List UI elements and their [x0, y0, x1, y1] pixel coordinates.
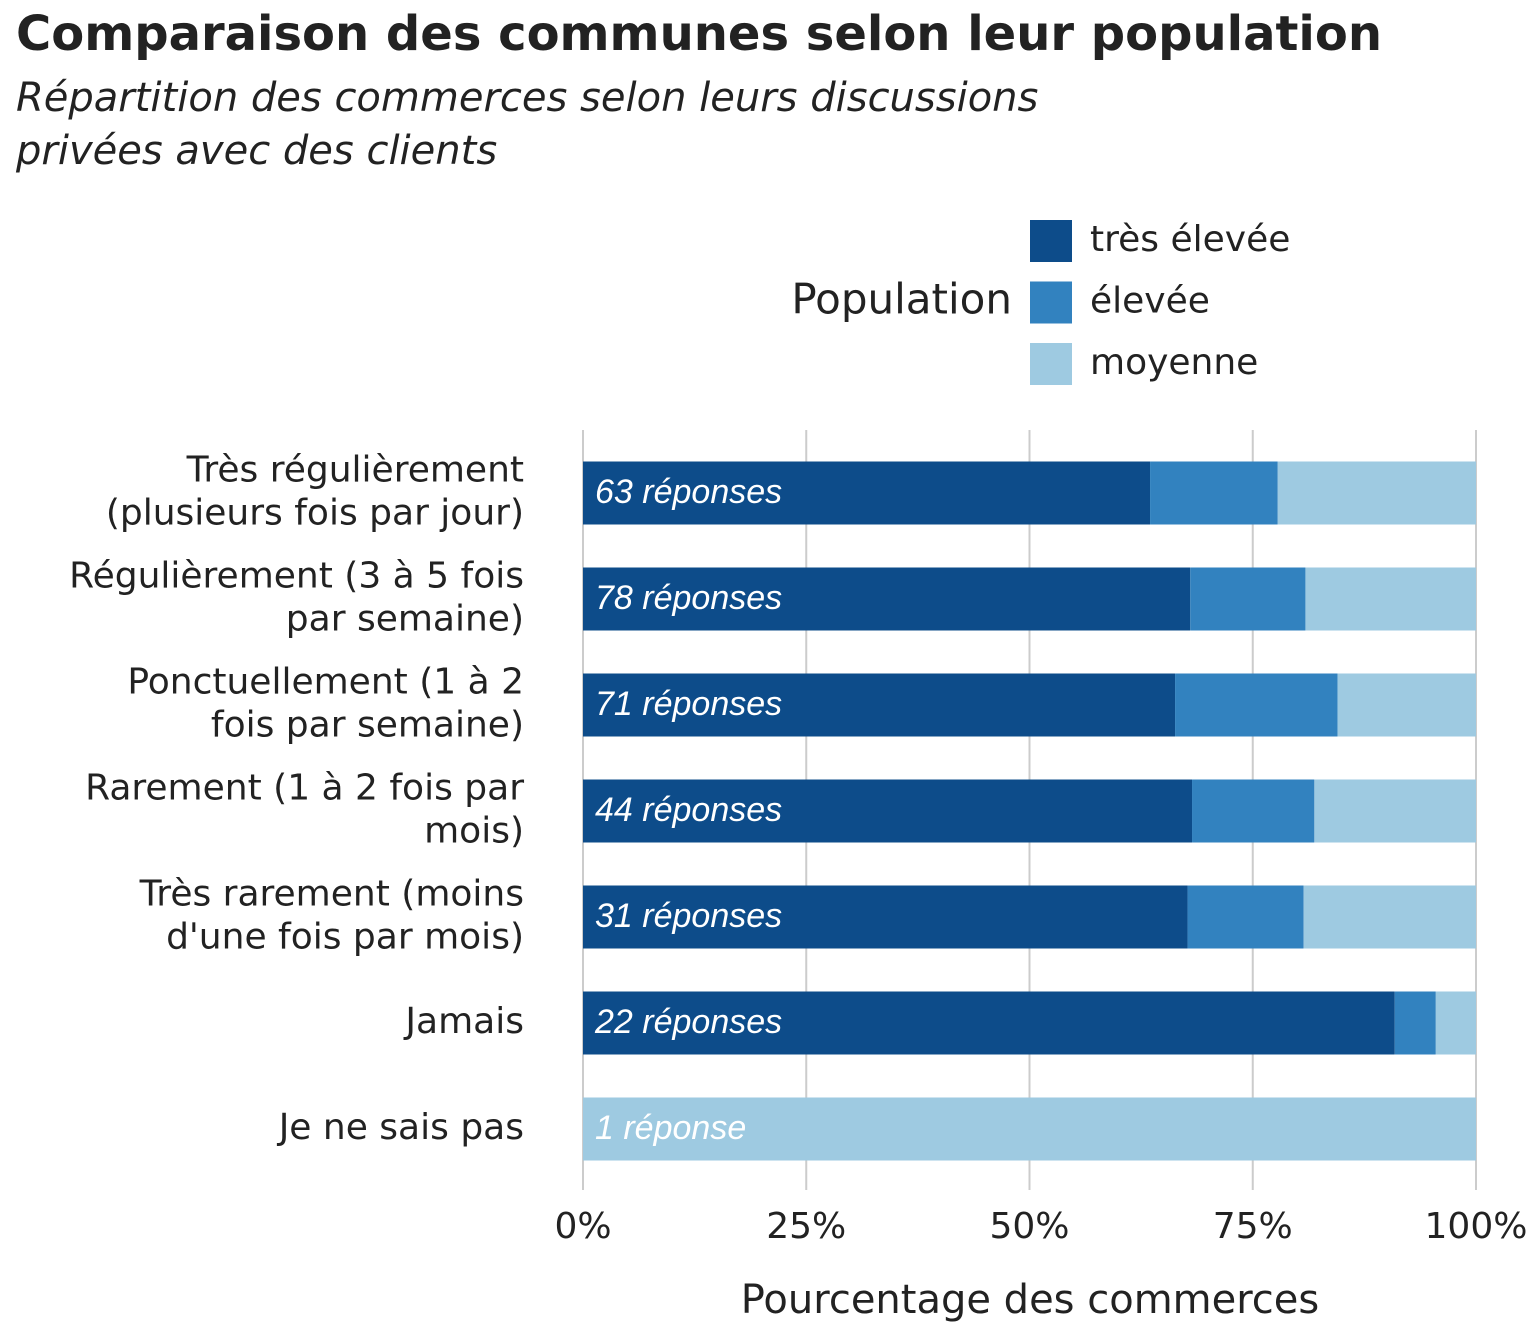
- bar-segment: [1394, 991, 1436, 1055]
- bar-segment: [1305, 567, 1476, 631]
- bar-segment: [1175, 673, 1338, 737]
- chart-subtitle: Répartition des commerces selon leurs di…: [16, 75, 1038, 121]
- bar-label: 31 réponses: [595, 897, 782, 935]
- y-tick-label: fois par semaine): [211, 705, 524, 746]
- bar-segment: [1314, 779, 1476, 843]
- legend-swatch: [1030, 220, 1072, 262]
- bar-segment: [583, 991, 1395, 1055]
- bar-segment: [1187, 885, 1304, 949]
- y-tick-label: Régulièrement (3 à 5 fois: [69, 556, 524, 597]
- bar-label: 44 réponses: [595, 791, 782, 829]
- x-tick-label: 75%: [1213, 1206, 1293, 1247]
- y-tick-label: mois): [424, 811, 524, 852]
- bar-label: 78 réponses: [595, 579, 782, 617]
- y-tick-label: par semaine): [286, 599, 524, 640]
- bar-segment: [583, 1097, 1476, 1161]
- bar-segment: [1303, 885, 1476, 949]
- x-tick-label: 100%: [1425, 1206, 1528, 1247]
- y-tick-label: Très rarement (moins: [139, 874, 524, 915]
- chart-title: Comparaison des communes selon leur popu…: [16, 6, 1382, 62]
- y-tick-label: Rarement (1 à 2 fois par: [85, 768, 524, 809]
- legend-label: moyenne: [1090, 342, 1258, 383]
- bar-segment: [1190, 567, 1306, 631]
- bar-segment: [583, 885, 1188, 949]
- x-axis-label: Pourcentage des commerces: [741, 1277, 1320, 1323]
- bar-segment: [1192, 779, 1315, 843]
- legend-swatch: [1030, 343, 1072, 385]
- bar-segment: [1150, 461, 1278, 525]
- bar-label: 22 réponses: [594, 1003, 782, 1041]
- x-tick-label: 50%: [989, 1206, 1069, 1247]
- bar-label: 71 réponses: [595, 685, 782, 723]
- y-tick-label: (plusieurs fois par jour): [106, 493, 524, 534]
- y-tick-label: Je ne sais pas: [277, 1107, 524, 1148]
- y-tick-label: Ponctuellement (1 à 2: [127, 662, 524, 703]
- y-tick-label: d'une fois par mois): [166, 917, 524, 958]
- bar-segment: [583, 461, 1151, 525]
- x-tick-label: 0%: [554, 1206, 611, 1247]
- bar-segment: [583, 673, 1176, 737]
- legend-label: très élevée: [1090, 219, 1290, 260]
- bar-segment: [583, 567, 1191, 631]
- y-tick-label: Jamais: [403, 1001, 524, 1042]
- bar-segment: [1435, 991, 1476, 1055]
- y-tick-label: Très régulièrement: [186, 450, 524, 491]
- bar-segment: [1277, 461, 1476, 525]
- legend-title: Population: [791, 275, 1012, 324]
- bar-segment: [583, 779, 1193, 843]
- x-tick-label: 25%: [766, 1206, 846, 1247]
- bar-label: 1 réponse: [595, 1109, 746, 1147]
- bar-segment: [1337, 673, 1476, 737]
- bar-label: 63 réponses: [595, 473, 782, 511]
- legend-swatch: [1030, 281, 1072, 324]
- chart-subtitle: privées avec des clients: [15, 128, 497, 174]
- legend-label: élevée: [1090, 281, 1210, 322]
